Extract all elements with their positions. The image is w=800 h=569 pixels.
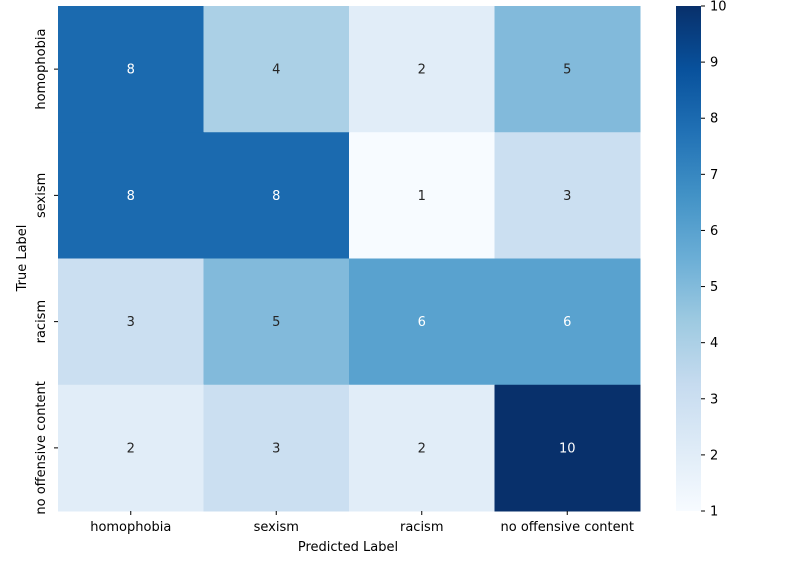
- colorbar-tick-label: 1: [710, 505, 718, 520]
- cell-value-label: 5: [563, 63, 571, 78]
- colorbar-tick-label: 7: [710, 168, 718, 183]
- cell-value-label: 4: [272, 63, 280, 78]
- heatmap-cells: [58, 6, 641, 512]
- cell-value-label: 3: [563, 189, 571, 204]
- colorbar-tick-label: 10: [710, 0, 727, 15]
- cell-value-label: 8: [127, 63, 135, 78]
- cell-value-label: 1: [418, 189, 426, 204]
- heatmap-cell: [349, 384, 495, 512]
- colorbar-tick-label: 5: [710, 280, 718, 295]
- heatmap-cell: [494, 384, 641, 512]
- heatmap-cell: [203, 384, 350, 512]
- heatmap-cell: [58, 6, 204, 133]
- cell-value-label: 8: [127, 189, 135, 204]
- cell-value-label: 10: [559, 441, 576, 456]
- y-tick-label: no offensive content: [34, 381, 49, 514]
- heatmap-cell: [494, 132, 641, 259]
- heatmap-cell-labels: 8 4 2 5 8 8 1 3 3 5 6 6 2 3 2 10: [127, 63, 576, 457]
- heatmap-cell: [494, 258, 641, 386]
- colorbar-tick-label: 4: [710, 336, 718, 351]
- heatmap-cell: [349, 6, 495, 133]
- x-tick-label: racism: [400, 520, 444, 535]
- colorbar-ticks: 1 2 3 4 5 6 7 8 9 10: [701, 0, 727, 520]
- cell-value-label: 2: [418, 63, 426, 78]
- colorbar-tick-label: 9: [710, 56, 718, 71]
- x-tick-label: no offensive content: [501, 520, 634, 535]
- cell-value-label: 3: [127, 315, 135, 330]
- colorbar-tick-label: 2: [710, 448, 718, 463]
- cell-value-label: 2: [418, 441, 426, 456]
- cell-value-label: 2: [127, 441, 135, 456]
- y-tick-label: racism: [34, 300, 49, 344]
- x-axis-label: Predicted Label: [298, 540, 398, 555]
- y-axis-ticks: homophobia sexism racism no offensive conte…: [34, 29, 58, 515]
- heatmap-cell: [58, 384, 204, 512]
- heatmap-cell: [203, 258, 350, 386]
- colorbar-tick-label: 8: [710, 112, 718, 127]
- heatmap-cell: [203, 132, 350, 259]
- colorbar-tick-label: 6: [710, 224, 718, 239]
- heatmap-cell: [58, 258, 204, 386]
- y-tick-label: homophobia: [34, 29, 49, 110]
- cell-value-label: 8: [272, 189, 280, 204]
- cell-value-label: 6: [418, 315, 426, 330]
- heatmap-cell: [58, 132, 204, 259]
- heatmap-cell: [349, 258, 495, 386]
- heatmap-cell: [203, 6, 350, 133]
- heatmap-cell: [349, 132, 495, 259]
- heatmap-cell: [494, 6, 641, 133]
- x-tick-label: homophobia: [90, 520, 171, 535]
- y-tick-label: sexism: [34, 173, 49, 218]
- colorbar-tick-label: 3: [710, 392, 718, 407]
- x-tick-label: sexism: [254, 520, 299, 535]
- cell-value-label: 6: [563, 315, 571, 330]
- x-axis-ticks: homophobia sexism racism no offensive conte…: [90, 511, 634, 535]
- cell-value-label: 3: [272, 441, 280, 456]
- y-axis-label: True Label: [15, 225, 30, 293]
- colorbar: [676, 6, 701, 511]
- cell-value-label: 5: [272, 315, 280, 330]
